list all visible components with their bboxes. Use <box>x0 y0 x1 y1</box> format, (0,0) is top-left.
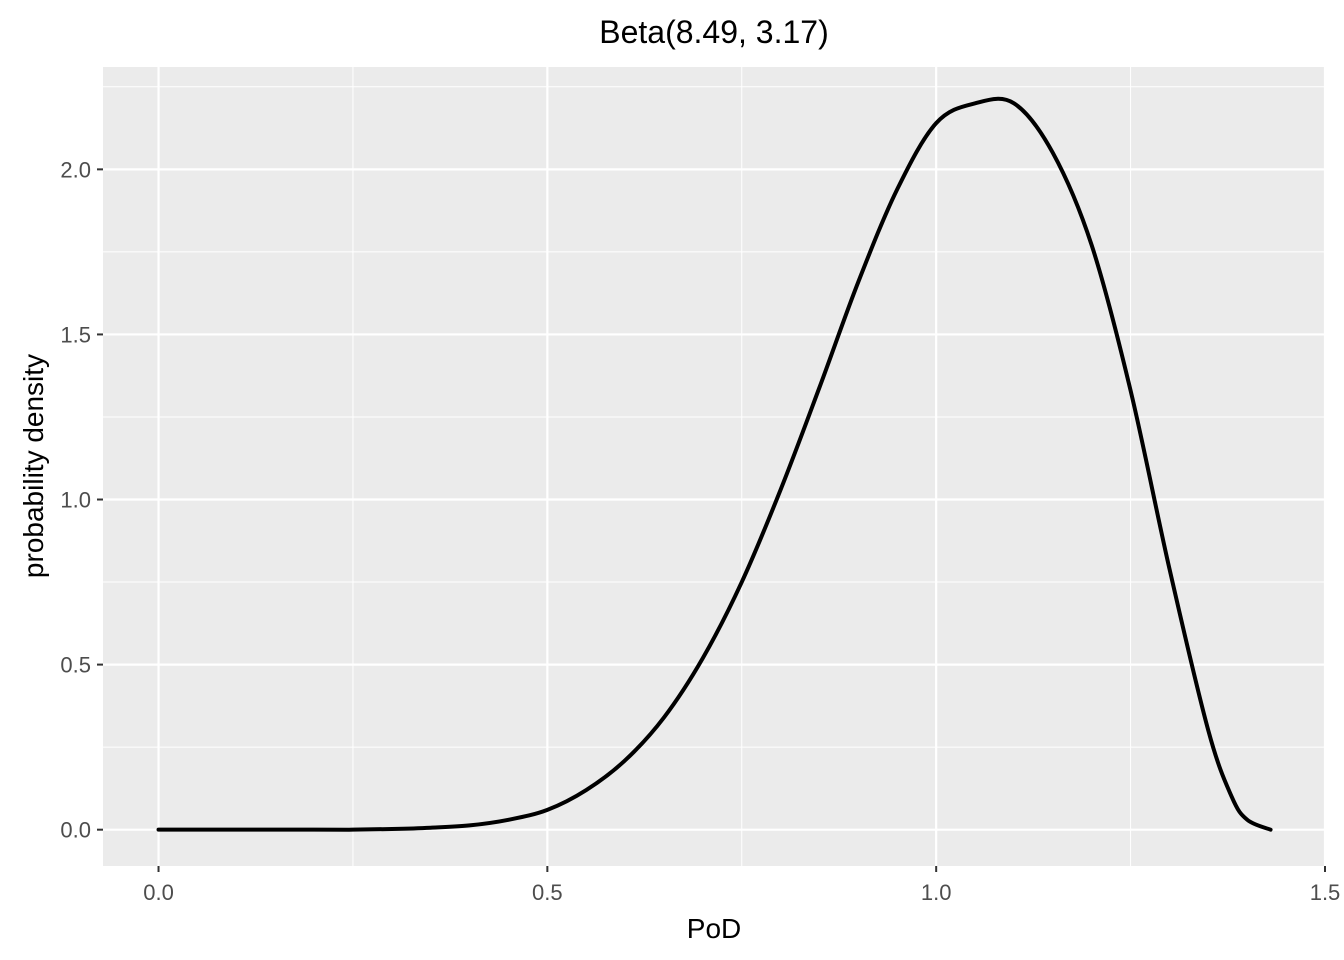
chart-title: Beta(8.49, 3.17) <box>599 14 828 50</box>
x-axis-title: PoD <box>687 913 741 944</box>
y-axis: 0.0 0.5 1.0 1.5 2.0 <box>60 157 103 843</box>
plot-panel <box>103 67 1325 866</box>
x-tick-label: 1.5 <box>1310 880 1341 905</box>
density-curve <box>156 96 1273 832</box>
y-tick-label: 2.0 <box>60 157 91 182</box>
x-axis: 0.0 0.5 1.0 1.5 <box>143 866 1340 905</box>
minor-gridlines <box>103 67 1325 866</box>
x-tick-label: 0.5 <box>532 880 563 905</box>
y-tick-label: 0.5 <box>60 653 91 678</box>
x-tick-label: 1.0 <box>921 880 952 905</box>
x-tick-label: 0.0 <box>143 880 174 905</box>
y-axis-title: probability density <box>18 354 49 578</box>
series-layer <box>156 96 1273 832</box>
y-tick-label: 1.0 <box>60 488 91 513</box>
major-gridlines <box>103 67 1327 866</box>
y-tick-label: 1.5 <box>60 322 91 347</box>
y-tick-label: 0.0 <box>60 818 91 843</box>
